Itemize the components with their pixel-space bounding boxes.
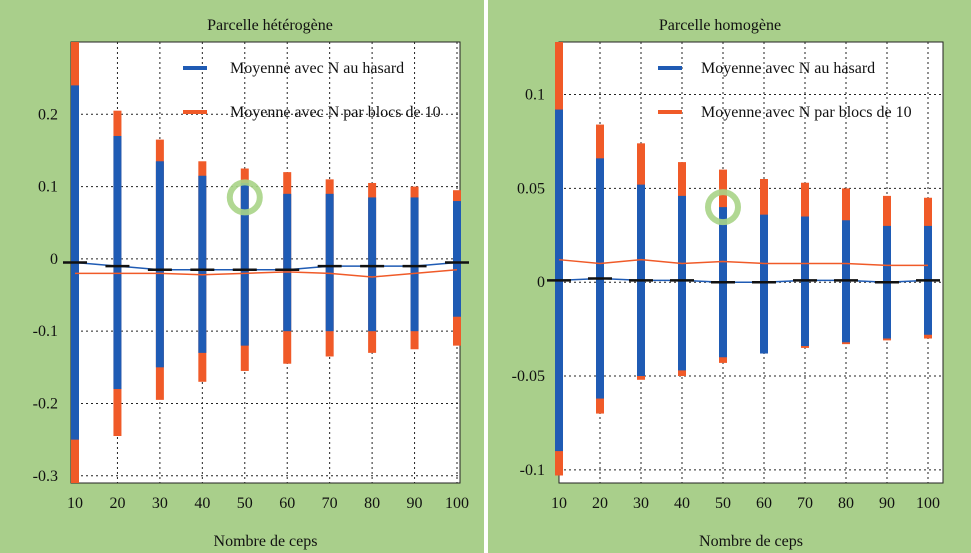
chart-panel-heterogeneous: Parcelle hétérogène 0.2 0.1 0 -0.1 -0.2 -0.3 10… (0, 0, 484, 553)
het-chart-title: Parcelle hétérogène (207, 17, 333, 34)
hom-y-tick-label: 0 (537, 274, 545, 291)
het-x-tick-label: 20 (109, 495, 125, 512)
het-x-tick-label: 60 (279, 495, 295, 512)
het-highlight-circle (226, 179, 263, 216)
het-plot-area (70, 41, 461, 484)
het-y-tick-label: 0.2 (38, 106, 58, 123)
het-y-tick-label: -0.2 (33, 395, 58, 412)
hom-x-tick-label: 40 (674, 495, 690, 512)
het-y-tick-label: 0 (50, 251, 58, 268)
hom-highlight-circle (705, 189, 741, 226)
hom-legend-label: Moyenne avec N par blocs de 10 (701, 104, 912, 121)
het-y-tick-label: -0.1 (33, 323, 58, 340)
hom-bar-hasard (760, 214, 768, 354)
hom-mean-line-hasard (558, 277, 929, 283)
hom-bar-hasard (678, 195, 686, 371)
hom-x-tick-label: 10 (551, 495, 567, 512)
hom-x-tick-label: 100 (916, 495, 940, 512)
het-bar-hasard (325, 193, 334, 332)
het-bar-hasard (155, 161, 164, 368)
het-bar-hasard (453, 201, 461, 317)
het-x-tick-label: 80 (364, 495, 380, 512)
hom-x-axis-label: Nombre de ceps (699, 533, 803, 550)
hom-legend-label: Moyenne avec N au hasard (701, 60, 875, 77)
het-x-tick-label: 10 (67, 495, 83, 512)
hom-chart-title: Parcelle homogène (659, 17, 781, 34)
hom-y-tick-label: 0.1 (525, 87, 545, 104)
het-y-tick-label: -0.3 (33, 468, 58, 485)
hom-x-tick-label: 80 (838, 495, 854, 512)
het-y-tick-label: 0.1 (38, 179, 58, 196)
chart-heterogeneous: Parcelle hétérogène 0.2 0.1 0 -0.1 -0.2 -0.3 10… (33, 17, 469, 550)
het-x-tick-label: 50 (237, 495, 253, 512)
hom-x-tick-label: 20 (592, 495, 608, 512)
hom-y-tick-label: 0.05 (517, 180, 545, 197)
het-x-axis-label: Nombre de ceps (214, 533, 318, 550)
het-x-tick-label: 100 (445, 495, 469, 512)
het-x-tick-label: 40 (194, 495, 210, 512)
het-x-tick-label: 90 (407, 495, 423, 512)
het-x-tick-label: 70 (322, 495, 338, 512)
het-bar-hasard (198, 175, 207, 353)
hom-y-tick-label: -0.05 (512, 368, 545, 385)
het-mean-line-blocs (75, 268, 458, 278)
hom-mean-line-blocs (558, 258, 928, 267)
hom-x-tick-label: 60 (756, 495, 772, 512)
het-legend-label: Moyenne avec N au hasard (230, 60, 404, 77)
hom-x-tick-label: 50 (715, 495, 731, 512)
het-bar-hasard (113, 135, 122, 390)
het-legend-label: Moyenne avec N par blocs de 10 (230, 104, 441, 121)
het-x-tick-label: 30 (152, 495, 168, 512)
hom-y-tick-label: -0.1 (520, 462, 545, 479)
chart-panel-homogeneous: Parcelle homogène 0.1 0.05 0 -0.05 -0.1 10 20 30… (488, 0, 971, 553)
chart-homogeneous: Parcelle homogène 0.1 0.05 0 -0.05 -0.1 10 20 30… (512, 17, 944, 550)
hom-x-tick-label: 70 (797, 495, 813, 512)
het-bar-hasard (283, 193, 292, 332)
het-mean-line-hasard (74, 261, 458, 271)
het-bar-hasard (240, 182, 249, 346)
het-bar-hasard (410, 197, 419, 332)
hom-x-tick-label: 90 (879, 495, 895, 512)
hom-x-tick-label: 30 (633, 495, 649, 512)
het-bar-hasard (368, 197, 377, 332)
